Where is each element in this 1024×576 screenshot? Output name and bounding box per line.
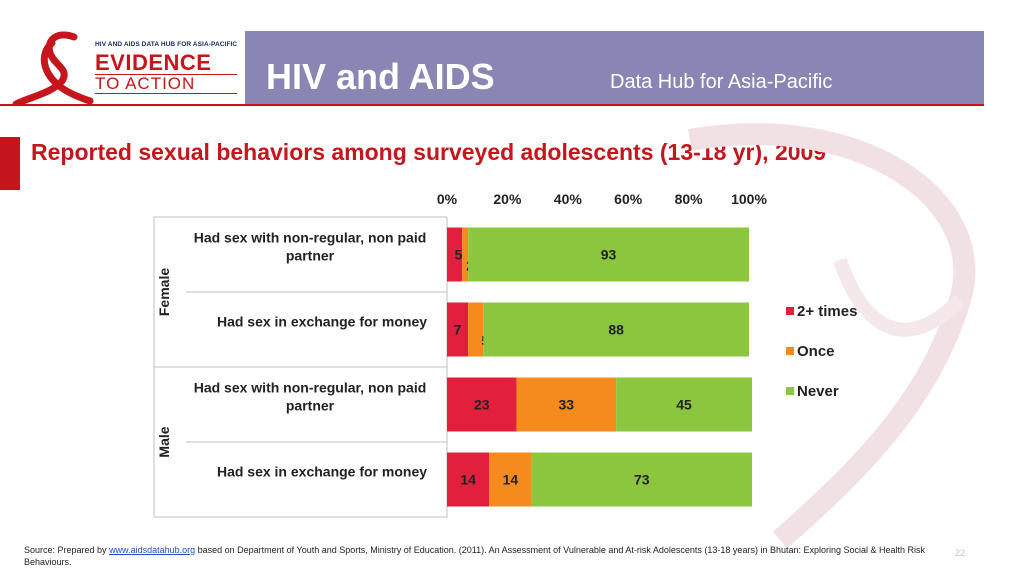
red-ribbon-icon (12, 31, 94, 104)
category-label: Had sex in exchange for money (217, 464, 427, 480)
bar-segment (483, 302, 749, 357)
legend-swatch (786, 307, 794, 315)
category-label: Had sex with non-regular, non paid partne… (194, 380, 427, 414)
bar-segment (489, 452, 532, 507)
legend-label: 2+ times (797, 303, 857, 320)
evidence-to-action-logo: HIV AND AIDS DATA HUB FOR ASIA-PACIFIC E… (0, 31, 245, 104)
category-label: Had sex with non-regular, non paid partne… (194, 230, 427, 264)
background-ribbon-loop (833, 257, 965, 337)
group-label: Male (156, 426, 172, 457)
data-label: 14 (460, 472, 476, 488)
header-divider (0, 104, 984, 106)
x-tick-label: 20% (493, 191, 522, 207)
data-label: 93 (601, 247, 617, 263)
data-label: 45 (676, 397, 692, 413)
group-label: Female (156, 268, 172, 316)
footnote-prefix: Source: Prepared by (24, 545, 107, 555)
bar-segment (447, 227, 463, 282)
bar-segment (462, 227, 469, 282)
bar-segment (447, 452, 490, 507)
x-tick-label: 100% (731, 191, 767, 207)
legend-label: Never (797, 383, 839, 400)
legend-swatch (786, 387, 794, 395)
page-title: HIV and AIDS (266, 56, 495, 97)
footnote-text: based on Department of Youth and Sports,… (24, 545, 926, 567)
logo-rule-top (95, 74, 237, 75)
page-subtitle: Data Hub for Asia-Pacific (610, 71, 833, 93)
data-label: 88 (608, 322, 624, 338)
bar-segment (447, 302, 469, 357)
x-tick-label: 0% (437, 191, 458, 207)
bar-segment (531, 452, 753, 507)
aidsdatahub-link[interactable]: www.aidsdatahub.org (109, 545, 196, 555)
bar-segment (516, 377, 617, 432)
x-tick-label: 60% (614, 191, 643, 207)
logo-tagline: HIV AND AIDS DATA HUB FOR ASIA-PACIFIC (95, 41, 238, 48)
logo-to-action-text: TO ACTION (95, 74, 196, 93)
x-tick-label: 80% (675, 191, 704, 207)
legend-swatch (786, 347, 794, 355)
logo-rule-bottom (95, 93, 237, 94)
data-label: 5 (455, 247, 463, 263)
heading-accent-bar (0, 137, 20, 190)
data-label: 73 (634, 472, 650, 488)
bar-segment (468, 302, 484, 357)
bar-segment (468, 227, 749, 282)
page-number: 22 (955, 548, 966, 558)
background-ribbon-decoration (688, 123, 976, 549)
data-label: 7 (454, 322, 462, 338)
x-tick-label: 40% (554, 191, 583, 207)
bar-segment (447, 377, 517, 432)
data-label: 23 (474, 397, 490, 413)
category-label: Had sex in exchange for money (217, 314, 427, 330)
data-label: 14 (503, 472, 519, 488)
bar-segment (616, 377, 753, 432)
data-label: 33 (559, 397, 575, 413)
logo-evidence-text: EVIDENCE (95, 50, 212, 75)
source-footnote: Source: Prepared by www.aidsdatahub.org … (24, 544, 944, 568)
legend-label: Once (797, 343, 835, 360)
